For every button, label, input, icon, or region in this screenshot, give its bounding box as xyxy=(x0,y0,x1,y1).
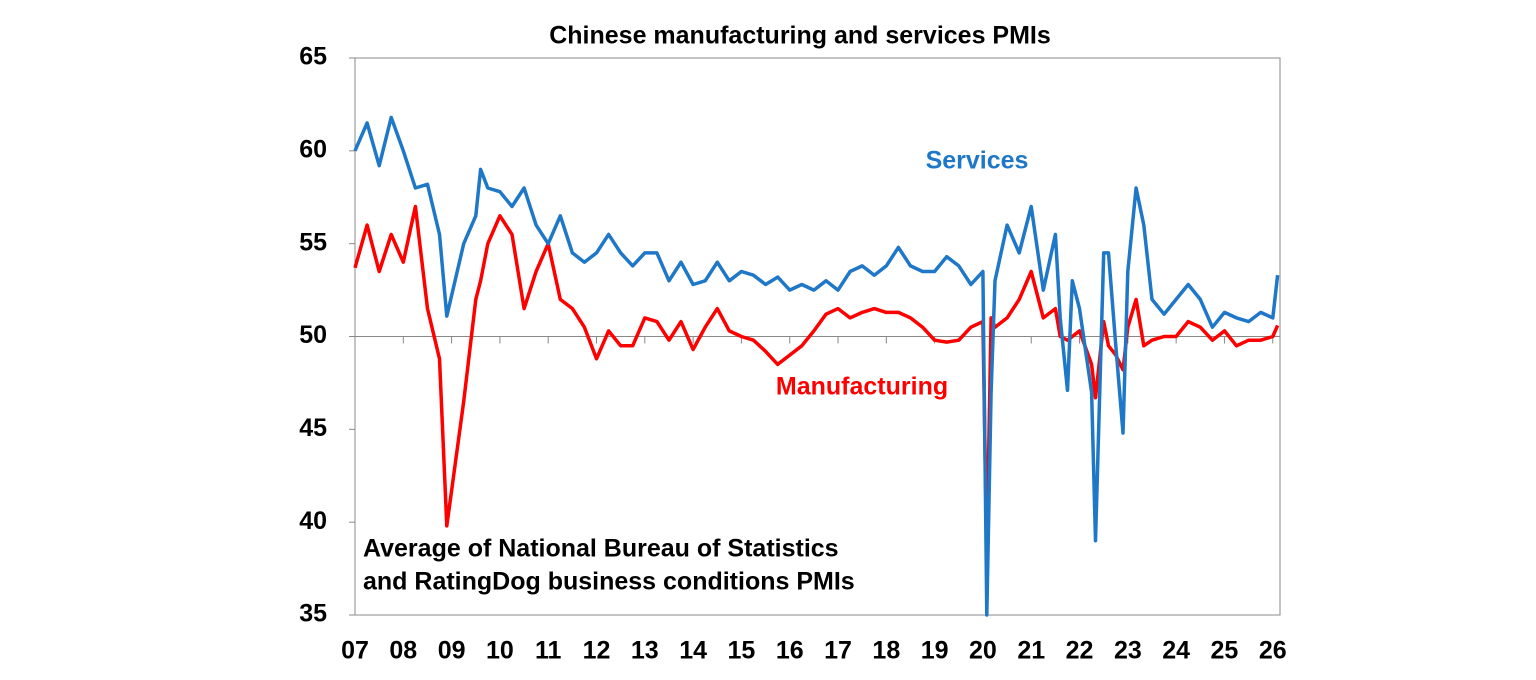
chart-title: Chinese manufacturing and services PMIs xyxy=(549,22,1051,50)
x-tick-label: 26 xyxy=(1259,637,1287,665)
y-tick-label: 65 xyxy=(299,43,327,71)
x-tick-label: 17 xyxy=(824,637,852,665)
x-tick-label: 22 xyxy=(1066,637,1094,665)
x-tick-label: 18 xyxy=(872,637,900,665)
x-tick-label: 21 xyxy=(1017,637,1045,665)
x-tick-label: 10 xyxy=(486,637,514,665)
y-tick-label: 60 xyxy=(299,135,327,163)
x-tick-label: 09 xyxy=(438,637,466,665)
x-tick-label: 12 xyxy=(583,637,611,665)
x-tick-label: 23 xyxy=(1114,637,1142,665)
y-tick-label: 40 xyxy=(299,507,327,535)
y-tick-label: 45 xyxy=(299,414,327,442)
x-tick-label: 08 xyxy=(389,637,417,665)
y-tick-label: 35 xyxy=(299,600,327,628)
x-tick-label: 16 xyxy=(776,637,804,665)
series-label: Manufacturing xyxy=(776,373,948,401)
note: Average of National Bureau of Statistics xyxy=(363,535,839,563)
series-label: Services xyxy=(926,147,1029,175)
x-tick-label: 15 xyxy=(728,637,756,665)
x-tick-label: 11 xyxy=(535,637,562,665)
x-tick-label: 14 xyxy=(679,637,707,665)
x-tick-label: 25 xyxy=(1211,637,1239,665)
x-tick-label: 24 xyxy=(1162,637,1190,665)
x-tick-label: 07 xyxy=(341,637,369,665)
note: and RatingDog business conditions PMIs xyxy=(363,568,855,596)
y-tick-label: 50 xyxy=(299,321,327,349)
x-tick-label: 20 xyxy=(969,637,997,665)
x-tick-label: 13 xyxy=(631,637,659,665)
y-tick-label: 55 xyxy=(299,228,327,256)
x-tick-label: 19 xyxy=(921,637,949,665)
series-line xyxy=(353,115,1280,617)
